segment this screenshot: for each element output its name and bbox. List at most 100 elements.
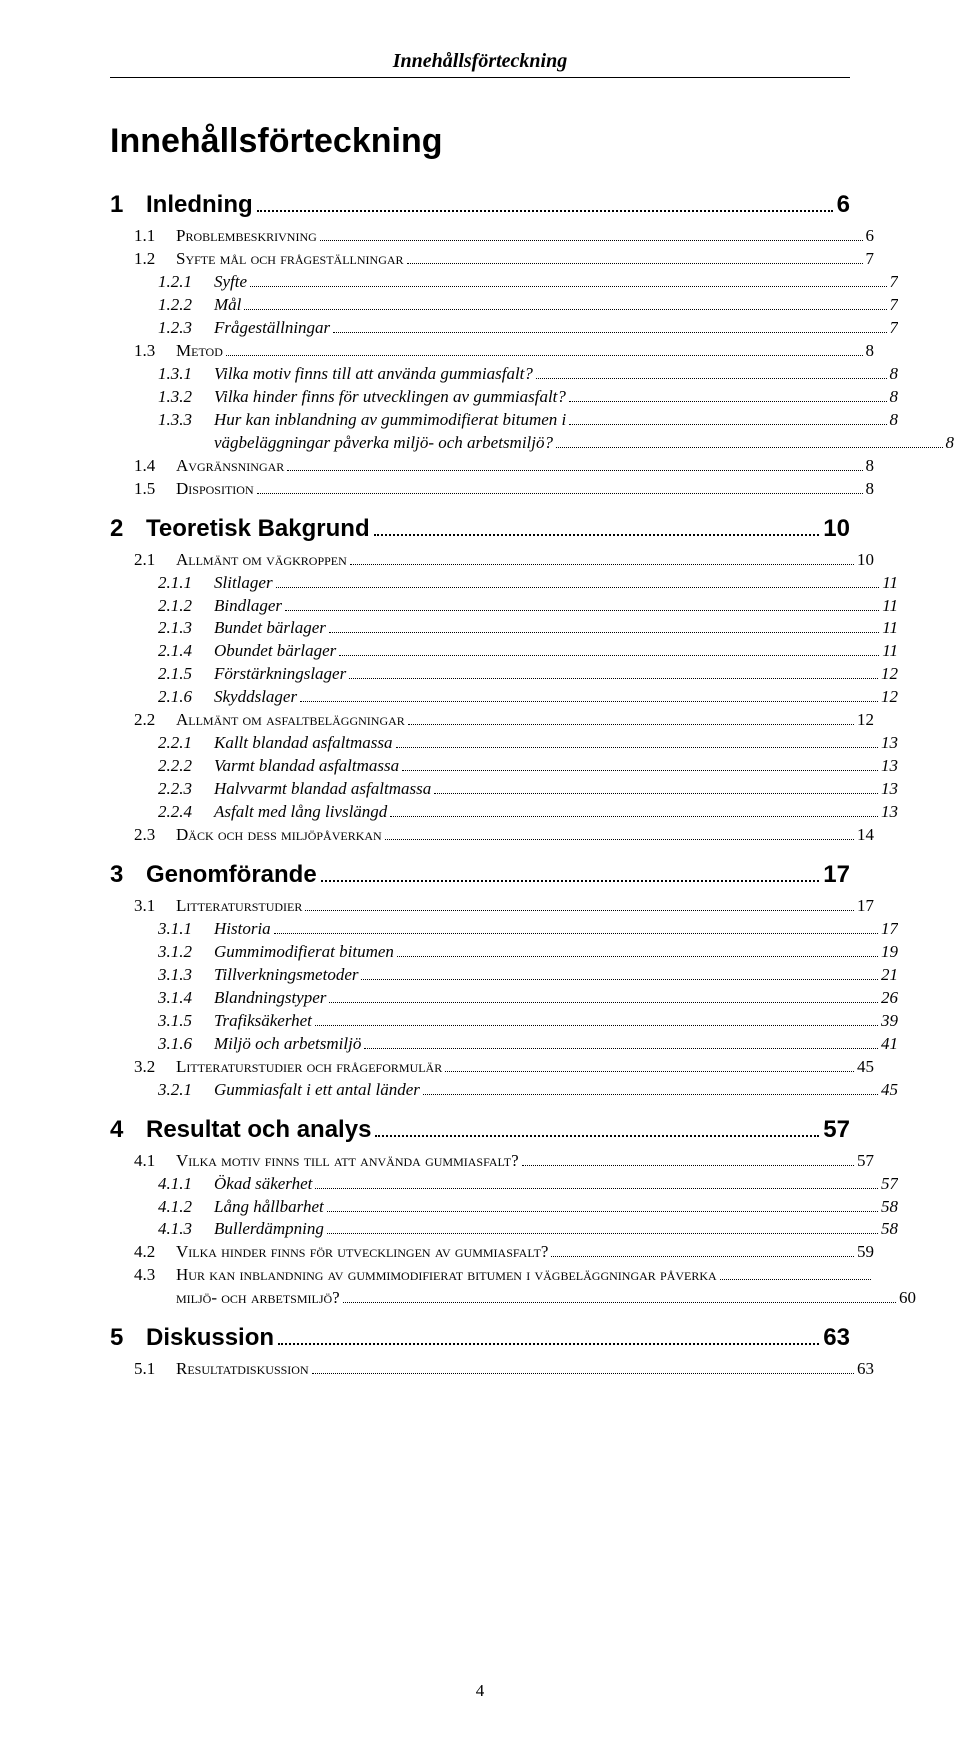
toc-label: Vilka hinder finns för utvecklingen av g… <box>214 386 566 409</box>
toc-page: 10 <box>857 549 874 572</box>
toc-label: Däck och dess miljöpåverkan <box>176 824 382 847</box>
toc-number: 1.2.2 <box>158 294 214 317</box>
toc-page: 57 <box>823 1116 850 1144</box>
toc-label: Genomförande <box>146 861 317 889</box>
toc-entry: 3.1.6Miljö och arbetsmiljö41 <box>158 1033 898 1056</box>
toc-entry: 3.1.5Trafiksäkerhet39 <box>158 1010 898 1033</box>
toc-leader-dots <box>445 1057 854 1072</box>
toc-page: 26 <box>881 987 898 1010</box>
toc-label: Hur kan inblandning av gummimodifierat b… <box>176 1264 717 1287</box>
toc-number: 2.2.2 <box>158 755 214 778</box>
toc-page: 12 <box>857 709 874 732</box>
toc-entry: 3.1.1Historia17 <box>158 918 898 941</box>
toc-leader-dots <box>536 364 887 379</box>
toc-page: 17 <box>857 895 874 918</box>
table-of-contents: 1Inledning61.1Problembeskrivning61.2Syft… <box>110 191 850 1381</box>
toc-page: 8 <box>946 432 955 455</box>
toc-page: 45 <box>857 1056 874 1079</box>
toc-leader-dots <box>390 802 878 817</box>
toc-number: 1 <box>110 191 146 219</box>
toc-entry: 1.2.2Mål7 <box>158 294 898 317</box>
toc-leader-dots <box>278 1324 819 1345</box>
toc-number: 4.3 <box>134 1264 176 1287</box>
toc-page: 57 <box>881 1173 898 1196</box>
toc-label: Metod <box>176 340 223 363</box>
toc-leader-dots <box>333 318 886 333</box>
toc-page: 14 <box>857 824 874 847</box>
toc-label: Bullerdämpning <box>214 1218 324 1241</box>
toc-entry: 3.1Litteraturstudier17 <box>134 895 874 918</box>
toc-number: 3.1.4 <box>158 987 214 1010</box>
toc-entry: 4.1.3Bullerdämpning58 <box>158 1218 898 1241</box>
toc-page: 8 <box>890 363 899 386</box>
toc-leader-dots <box>556 433 942 448</box>
toc-leader-dots <box>312 1360 854 1375</box>
document-title: Innehållsförteckning <box>110 122 850 161</box>
toc-entry: 2.1.6Skyddslager12 <box>158 686 898 709</box>
toc-label: Blandningstyper <box>214 987 326 1010</box>
toc-entry: 4Resultat och analys 57 <box>110 1115 850 1143</box>
toc-leader-dots <box>285 596 879 611</box>
toc-label: Historia <box>214 918 271 941</box>
toc-leader-dots <box>327 1197 878 1212</box>
toc-label: Mål <box>214 294 241 317</box>
toc-entry: 2.3Däck och dess miljöpåverkan14 <box>134 824 874 847</box>
toc-entry: 5.1Resultatdiskussion63 <box>134 1358 874 1381</box>
toc-entry: 2.2.4Asfalt med lång livslängd13 <box>158 801 898 824</box>
toc-page: 12 <box>881 686 898 709</box>
toc-label: Kallt blandad asfaltmassa <box>214 732 393 755</box>
toc-leader-dots <box>244 295 886 310</box>
toc-number: 3.1.3 <box>158 964 214 987</box>
toc-number: 2.1.1 <box>158 572 214 595</box>
toc-number: 1.5 <box>134 478 176 501</box>
toc-entry: 3.1.2Gummimodifierat bitumen19 <box>158 941 898 964</box>
toc-page: 11 <box>882 640 898 663</box>
toc-page: 59 <box>857 1241 874 1264</box>
toc-page: 19 <box>881 941 898 964</box>
toc-number: 3.2 <box>134 1056 176 1079</box>
toc-page: 57 <box>857 1150 874 1173</box>
toc-number: 4.1 <box>134 1150 176 1173</box>
toc-number: 3.1.5 <box>158 1010 214 1033</box>
toc-number: 1.3.3 <box>158 409 214 432</box>
toc-leader-dots <box>434 779 878 794</box>
toc-number: 1.4 <box>134 455 176 478</box>
toc-label: Miljö och arbetsmiljö <box>214 1033 361 1056</box>
toc-entry: 2.1Allmänt om vägkroppen10 <box>134 549 874 572</box>
toc-leader-dots <box>396 734 878 749</box>
toc-label: Bundet bärlager <box>214 617 326 640</box>
toc-number: 2.2.4 <box>158 801 214 824</box>
toc-number: 1.1 <box>134 225 176 248</box>
toc-label: Hur kan inblandning av gummimodifierat b… <box>214 409 566 432</box>
toc-number: 3.1 <box>134 895 176 918</box>
toc-entry: 3.1.4Blandningstyper 26 <box>158 987 898 1010</box>
toc-leader-dots <box>350 550 854 565</box>
toc-page: 8 <box>866 455 875 478</box>
toc-entry: 1.2.1Syfte7 <box>158 271 898 294</box>
toc-label: Tillverkningsmetoder <box>214 964 358 987</box>
toc-label: Allmänt om vägkroppen <box>176 549 347 572</box>
toc-number: 2.2.3 <box>158 778 214 801</box>
toc-leader-dots <box>274 919 878 934</box>
toc-leader-dots <box>276 573 880 588</box>
toc-leader-dots <box>720 1266 871 1281</box>
toc-page: 17 <box>881 918 898 941</box>
toc-entry: 4.1.2Lång hållbarhet58 <box>158 1196 898 1219</box>
toc-number: 4 <box>110 1116 146 1144</box>
toc-number: 1.2.3 <box>158 317 214 340</box>
toc-leader-dots <box>551 1243 854 1258</box>
toc-label: Litteraturstudier och frågeformulär <box>176 1056 442 1079</box>
toc-entry: 2.2.2Varmt blandad asfaltmassa13 <box>158 755 898 778</box>
toc-entry: 3.2Litteraturstudier och frågeformulär 45 <box>134 1056 874 1079</box>
toc-entry: 2Teoretisk Bakgrund10 <box>110 514 850 542</box>
toc-page: 13 <box>881 755 898 778</box>
toc-entry: 1Inledning6 <box>110 191 850 219</box>
toc-label: Resultat och analys <box>146 1116 371 1144</box>
toc-number: 5 <box>110 1324 146 1352</box>
toc-page: 63 <box>823 1324 850 1352</box>
toc-entry: vägbeläggningar påverka miljö- och arbet… <box>214 432 954 455</box>
toc-entry: 1.2.3Frågeställningar7 <box>158 317 898 340</box>
toc-page: 7 <box>890 317 899 340</box>
toc-leader-dots <box>343 1289 896 1304</box>
toc-entry: 4.1.1Ökad säkerhet57 <box>158 1173 898 1196</box>
